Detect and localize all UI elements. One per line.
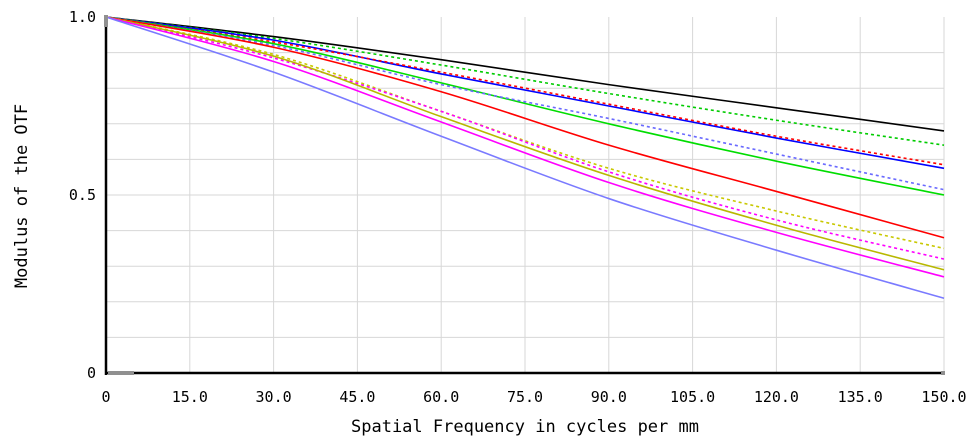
y-tick-label: 0.5 — [69, 186, 96, 204]
series-line-8 — [105, 16, 945, 250]
y-axis-end-marker — [104, 15, 108, 27]
series-line-10 — [105, 16, 945, 271]
x-tick-label: 45.0 — [339, 388, 375, 406]
series-line-7 — [105, 16, 945, 239]
x-tick-label: 30.0 — [256, 388, 292, 406]
series-line-4 — [105, 16, 945, 166]
series-line-1 — [105, 16, 945, 132]
grid-lines — [106, 17, 945, 373]
series-line-12 — [105, 16, 945, 300]
axes — [104, 15, 945, 375]
x-tick-label: 15.0 — [172, 388, 208, 406]
y-tick-label: 0 — [87, 364, 96, 382]
data-series — [105, 16, 945, 300]
x-tick-label: 120.0 — [754, 388, 799, 406]
x-axis-end-marker — [941, 371, 945, 375]
series-line-9 — [105, 16, 945, 260]
x-axis-start-marker — [108, 371, 134, 375]
x-tick-label: 150.0 — [921, 388, 966, 406]
series-line-2 — [105, 16, 945, 146]
series-line-6 — [105, 16, 945, 191]
series-line-5 — [105, 16, 945, 196]
y-tick-label: 1.0 — [69, 8, 96, 26]
x-tick-label: 90.0 — [591, 388, 627, 406]
tick-labels: 0 15.0 30.0 45.0 60.0 75.0 90.0 105.0 120.0 135.0… — [69, 8, 967, 406]
x-tick-label: 105.0 — [670, 388, 715, 406]
x-axis-title: Spatial Frequency in cycles per mm — [351, 417, 699, 437]
x-tick-label: 75.0 — [507, 388, 543, 406]
x-tick-label: 60.0 — [423, 388, 459, 406]
x-tick-label: 135.0 — [838, 388, 883, 406]
series-line-11 — [105, 16, 945, 278]
series-line-3 — [105, 16, 945, 170]
x-tick-label: 0 — [101, 388, 110, 406]
y-axis-title: Modulus of the OTF — [12, 104, 32, 288]
